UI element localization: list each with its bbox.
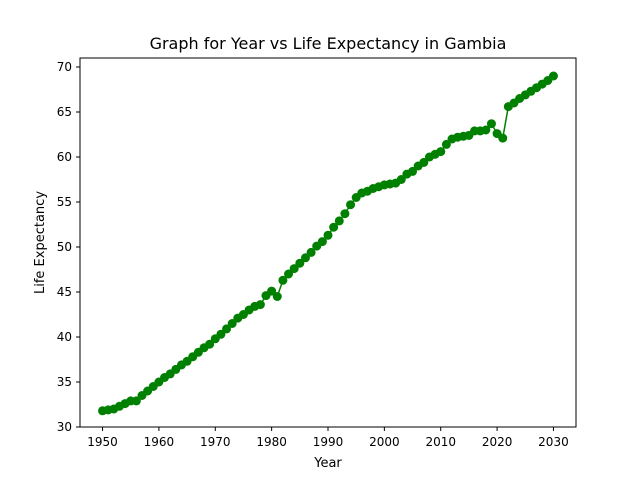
y-tick-label: 60 xyxy=(57,150,72,164)
x-tick-label: 1990 xyxy=(313,435,344,449)
y-axis-label: Life Expectancy xyxy=(33,191,48,294)
data-point xyxy=(486,119,496,129)
data-point xyxy=(317,237,327,247)
x-axis-label: Year xyxy=(313,456,342,471)
y-tick-label: 65 xyxy=(57,105,72,119)
data-point xyxy=(278,275,288,285)
data-point xyxy=(419,157,429,167)
y-tick-label: 40 xyxy=(57,330,72,344)
x-tick-label: 1980 xyxy=(256,435,287,449)
data-point xyxy=(408,166,418,176)
data-point xyxy=(227,319,237,328)
axis-ticks: 1950 1960 1970 1980 1990 2000 2010 2020 2030 30 35… xyxy=(57,60,569,449)
data-point xyxy=(548,71,558,81)
data-point xyxy=(498,133,508,143)
x-tick-label: 2000 xyxy=(369,435,400,449)
data-point xyxy=(346,200,356,210)
data-point xyxy=(267,286,277,296)
data-point xyxy=(436,147,446,157)
plot-area xyxy=(98,71,558,416)
y-tick-label: 45 xyxy=(57,285,72,299)
chart-title: Graph for Year vs Life Expectancy in Gam… xyxy=(150,34,507,53)
y-tick-label: 70 xyxy=(57,60,72,74)
y-tick-label: 35 xyxy=(57,375,72,389)
x-tick-label: 2030 xyxy=(538,435,569,449)
data-point xyxy=(284,269,294,279)
data-point xyxy=(295,258,305,268)
y-tick-label: 50 xyxy=(57,240,72,254)
data-point xyxy=(300,253,310,263)
data-point xyxy=(272,292,282,301)
data-point xyxy=(306,247,316,257)
data-point xyxy=(255,300,265,310)
x-tick-label: 1950 xyxy=(87,435,118,449)
axes-frame xyxy=(79,57,577,428)
data-point xyxy=(205,339,215,349)
data-point xyxy=(329,222,339,232)
x-tick-label: 1960 xyxy=(144,435,175,449)
data-point xyxy=(340,209,350,219)
x-tick-label: 2020 xyxy=(482,435,513,449)
data-point xyxy=(216,329,226,339)
data-point xyxy=(481,125,491,135)
data-point xyxy=(323,230,333,240)
y-tick-label: 55 xyxy=(57,195,72,209)
data-point xyxy=(131,396,141,406)
y-tick-label: 30 xyxy=(57,420,72,434)
data-point xyxy=(222,324,232,334)
data-point xyxy=(441,139,451,149)
data-point xyxy=(396,175,406,184)
x-tick-label: 2010 xyxy=(425,435,456,449)
x-tick-label: 1970 xyxy=(200,435,231,449)
data-point xyxy=(334,216,344,226)
data-point xyxy=(289,264,299,274)
